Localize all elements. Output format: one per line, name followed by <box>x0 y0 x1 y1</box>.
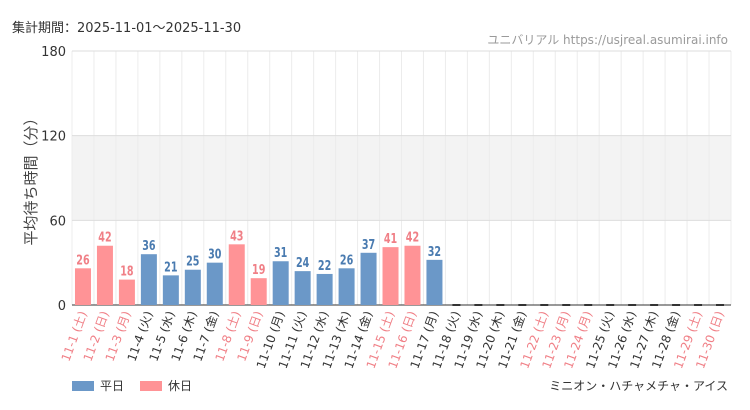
bar-value-label: 24 <box>296 255 309 270</box>
bar-value-label: 41 <box>384 231 397 246</box>
bar <box>184 269 201 305</box>
bar-value-label: 18 <box>120 264 133 279</box>
bar-value-label: 37 <box>362 237 375 252</box>
bar-value-label: 25 <box>186 254 199 269</box>
bar <box>140 254 157 305</box>
bar <box>162 275 179 305</box>
bar-value-label: 19 <box>252 262 265 277</box>
y-tick-label: 180 <box>41 45 66 60</box>
legend-swatch-weekday <box>72 380 94 391</box>
legend-swatch-holiday <box>140 380 163 391</box>
bar <box>316 273 333 305</box>
bar-value-label: 42 <box>98 230 111 245</box>
bar-value-label: 32 <box>428 244 441 259</box>
legend-item-weekday: 平日 <box>72 377 124 394</box>
bar <box>74 268 91 305</box>
site-label[interactable]: ユニバリアル https://usjreal.asumirai.info <box>487 33 728 47</box>
tick-labels-layer: 11-1 (土)11-2 (日)11-3 (月)11-4 (火)11-5 (水)… <box>59 309 727 371</box>
bar-value-label: 43 <box>230 228 243 243</box>
bar-value-label: 31 <box>274 245 287 260</box>
bars-layer <box>74 244 725 306</box>
bar <box>382 247 399 305</box>
value-labels-layer: 26 42 18 36 21 25 30 43 19 31 24 22 26 37 41 42 32 <box>76 228 441 279</box>
legend-item-holiday: 休日 <box>140 377 192 394</box>
period-label: 集計期間：2025-11-01～2025-11-30 <box>12 21 242 36</box>
y-axis-label: 平均待ち時間（分） <box>22 110 40 245</box>
bar-value-label: 26 <box>340 252 353 267</box>
bar <box>272 261 289 305</box>
bar-value-label: 22 <box>318 258 331 273</box>
bar <box>338 268 355 305</box>
bar-value-label: 42 <box>406 230 419 245</box>
bar <box>294 271 311 305</box>
y-tick-label: 0 <box>58 299 66 314</box>
legend-label-weekday: 平日 <box>100 379 125 393</box>
y-tick-label: 120 <box>41 130 66 145</box>
bar <box>96 245 113 305</box>
legend: 平日 休日 <box>72 377 192 394</box>
bar-value-label: 26 <box>76 252 89 267</box>
bar-value-label: 21 <box>164 259 177 274</box>
bar <box>426 259 443 305</box>
legend-label-holiday: 休日 <box>168 379 193 393</box>
bar <box>360 252 377 305</box>
bar <box>404 245 421 305</box>
bar <box>250 278 267 305</box>
attraction-name: ミニオン・ハチャメチャ・アイス <box>549 379 728 393</box>
bar-value-label: 30 <box>208 247 221 262</box>
bar <box>118 279 135 305</box>
grid-layer: 0 60 120 180 <box>41 45 732 314</box>
bar <box>228 244 245 305</box>
y-tick-label: 60 <box>49 214 66 229</box>
bar-value-label: 36 <box>142 238 155 253</box>
bar <box>206 262 223 305</box>
